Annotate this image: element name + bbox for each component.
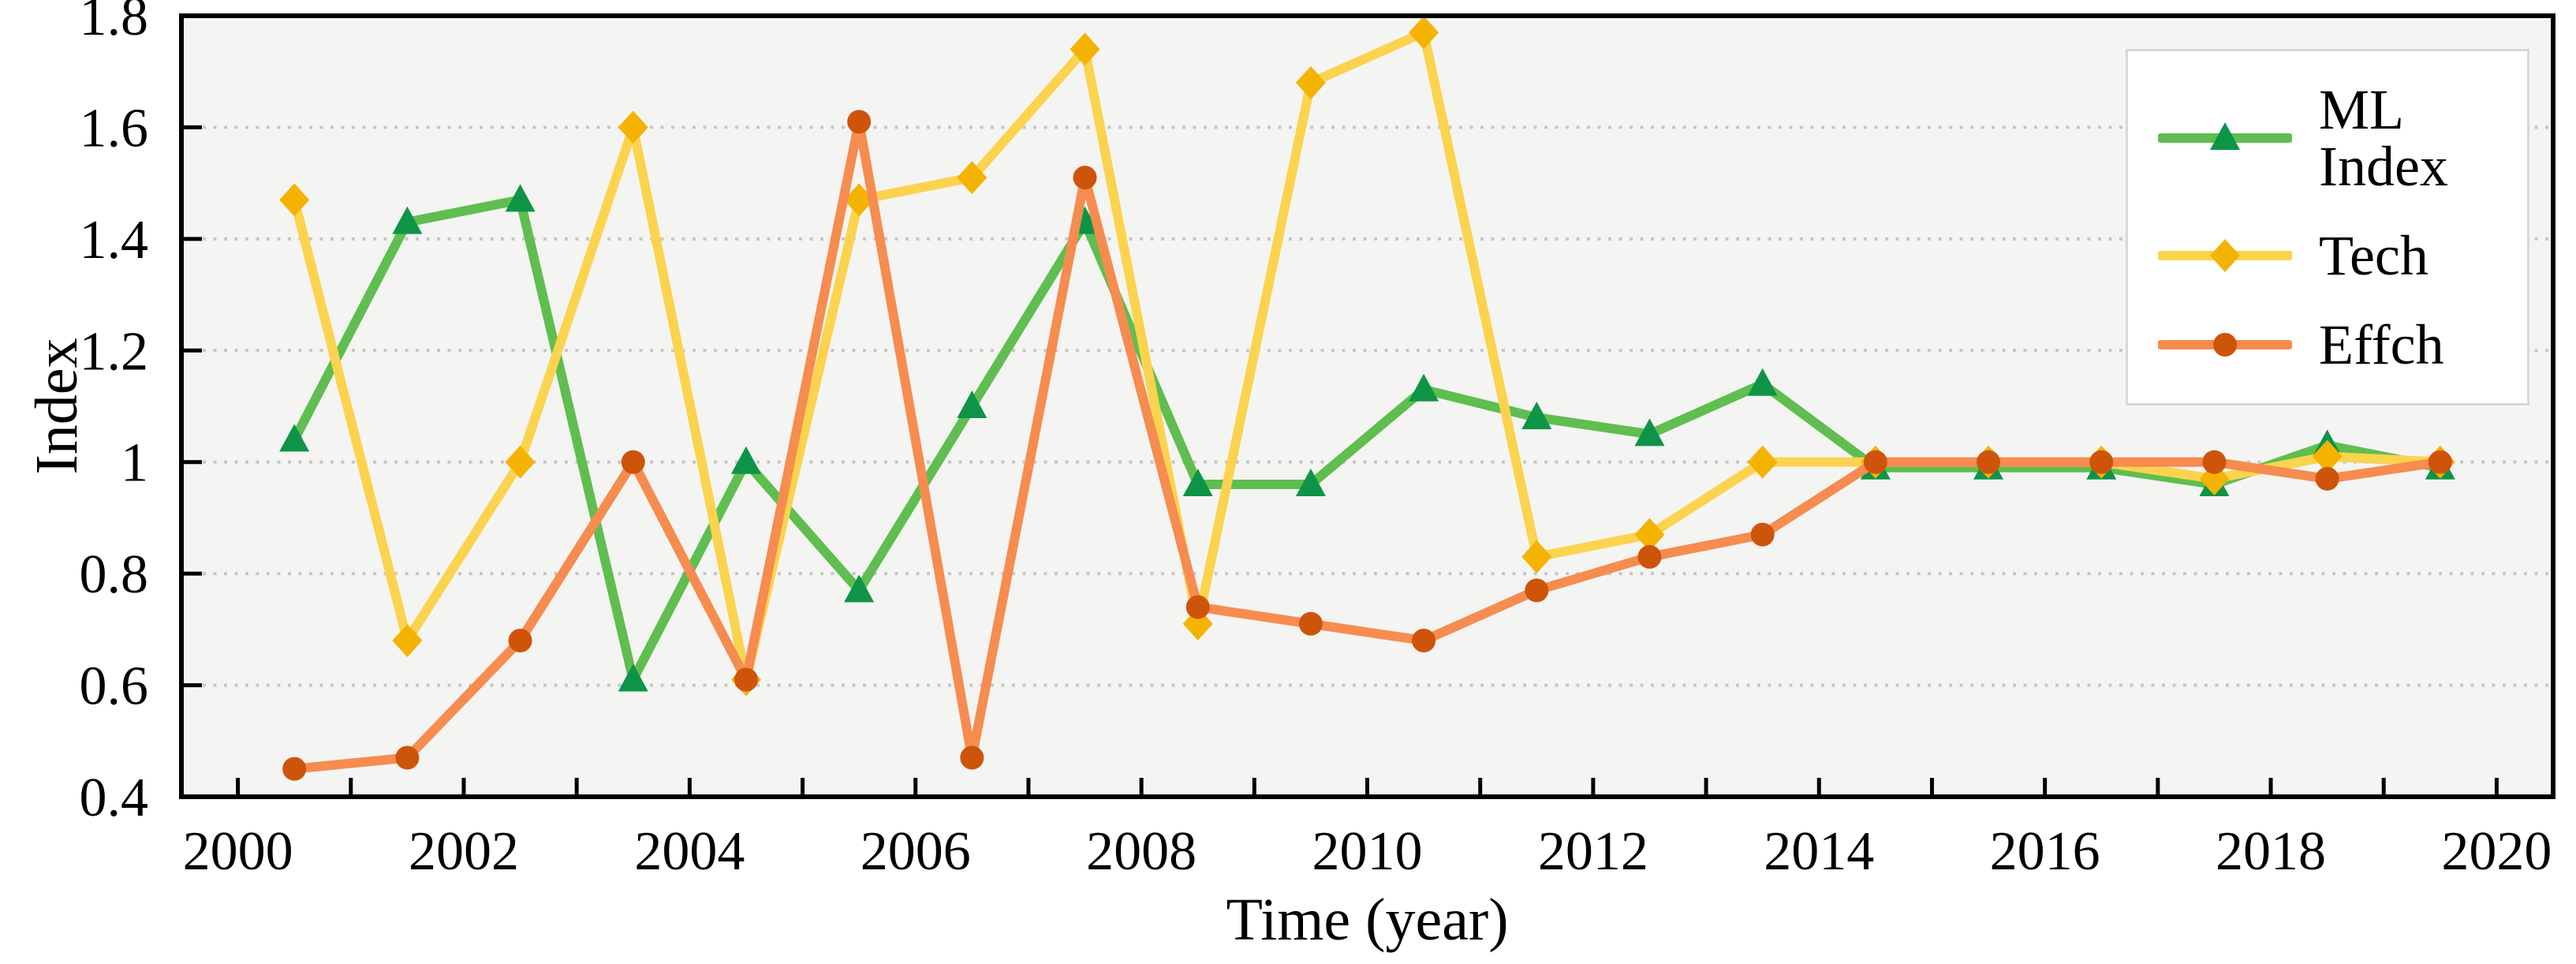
marker-tech-2011.5: [1521, 540, 1552, 574]
marker-ml-index-2009.5: [1295, 469, 1326, 496]
legend-swatch-effch: [2158, 332, 2292, 357]
x-tick-label-2002: 2002: [409, 821, 519, 882]
marker-effch-2016.5: [2089, 450, 2114, 474]
marker-effch-2017.5: [2202, 450, 2227, 474]
marker-tech-2012.5: [1634, 517, 1665, 551]
marker-effch-2019.5: [2428, 450, 2452, 474]
marker-effch-2004.5: [734, 667, 758, 692]
x-axis-ticks: 2000 2002 2004 2006 2008 2010 2012 2014 2016 2018…: [183, 778, 2552, 882]
marker-ml-index-2008.5: [1182, 469, 1213, 496]
y-tick-label-1: 1: [121, 433, 148, 494]
x-tick-label-2010: 2010: [1312, 821, 1423, 882]
marker-effch-2009.5: [1298, 611, 1323, 636]
marker-ml-index-2000.5: [279, 424, 310, 452]
y-tick-label-0.6: 0.6: [80, 656, 149, 717]
marker-tech-2006.5: [957, 161, 987, 195]
legend-marker-effch-icon: [2213, 332, 2237, 357]
legend-swatch-ml-index: [2158, 122, 2292, 151]
x-tick-label-2012: 2012: [1538, 821, 1648, 882]
marker-effch-2006.5: [960, 745, 984, 770]
marker-effch-2002.5: [508, 629, 532, 652]
marker-effch-2005.5: [847, 110, 872, 134]
legend-item-tech: Tech: [2158, 227, 2527, 284]
y-axis-ticks: 0.4 0.6 0.8 1 1.2 1.4 1.6 1.8: [80, 0, 202, 828]
x-tick-label-2000: 2000: [183, 821, 293, 882]
marker-tech-2003.5: [618, 110, 648, 144]
x-tick-label-2018: 2018: [2216, 821, 2326, 882]
x-tick-label-2004: 2004: [634, 821, 745, 882]
marker-effch-2003.5: [621, 450, 645, 474]
marker-ml-index-2006.5: [957, 390, 987, 418]
y-tick-label-1.6: 1.6: [80, 98, 149, 159]
marker-tech-2010.5: [1409, 16, 1439, 50]
marker-effch-2011.5: [1525, 578, 1549, 603]
marker-ml-index-2010.5: [1409, 373, 1439, 402]
marker-tech-2001.5: [392, 624, 423, 657]
legend-label-tech: Tech: [2319, 223, 2429, 287]
marker-ml-index-2013.5: [1747, 368, 1778, 396]
y-axis-title: Index: [24, 338, 90, 475]
series-line-ml-index: [289, 195, 2445, 685]
marker-effch-2012.5: [1637, 544, 1662, 569]
y-tick-label-0.4: 0.4: [80, 768, 149, 828]
marker-effch-2018.5: [2315, 466, 2339, 491]
marker-effch-2001.5: [395, 745, 420, 770]
x-tick-label-2008: 2008: [1086, 821, 1197, 882]
legend-marker-tech-icon: [2210, 238, 2240, 272]
x-tick-label-2020: 2020: [2441, 821, 2552, 882]
marker-ml-index-2004.5: [730, 446, 761, 474]
legend: ML Index Tech Effch: [2126, 49, 2529, 405]
y-tick-label-1.2: 1.2: [80, 321, 149, 382]
marker-tech-2013.5: [1747, 445, 1778, 479]
marker-ml-index-2012.5: [1634, 418, 1665, 447]
marker-effch-2015.5: [1977, 450, 2001, 474]
marker-tech-2009.5: [1295, 65, 1326, 99]
x-tick-label-2006: 2006: [861, 821, 971, 882]
legend-item-ml-index: ML Index: [2158, 81, 2527, 195]
axis-spines: [179, 13, 2555, 799]
y-tick-label-1.4: 1.4: [80, 210, 149, 271]
marker-ml-index-2005.5: [844, 574, 875, 603]
marker-ml-index-2003.5: [618, 663, 648, 692]
marker-ml-index-2002.5: [505, 184, 536, 212]
legend-marker-ml-index-icon: [2210, 122, 2240, 151]
legend-label-effch: Effch: [2319, 312, 2444, 376]
x-tick-label-2014: 2014: [1764, 821, 1874, 882]
series-effch: [282, 110, 2452, 781]
marker-ml-index-2001.5: [392, 206, 423, 234]
y-tick-label-1.8: 1.8: [80, 0, 149, 47]
gridlines: [181, 125, 2553, 687]
marker-tech-2002.5: [505, 445, 536, 479]
marker-effch-2013.5: [1750, 522, 1775, 547]
x-axis-title: Time (year): [1226, 887, 1509, 953]
marker-tech-2005.5: [844, 183, 875, 217]
series-ml-index: [279, 184, 2455, 692]
marker-effch-2010.5: [1412, 629, 1436, 652]
x-tick-label-2016: 2016: [1990, 821, 2100, 882]
marker-effch-2014.5: [1863, 450, 1887, 474]
y-tick-label-0.8: 0.8: [80, 544, 149, 605]
marker-tech-2007.5: [1070, 32, 1100, 66]
legend-label-ml-index: ML Index: [2319, 78, 2448, 199]
marker-ml-index-2011.5: [1521, 402, 1552, 430]
marker-effch-2008.5: [1185, 595, 1210, 619]
marker-tech-2000.5: [279, 183, 310, 217]
marker-tech-2018.5: [2312, 439, 2343, 473]
legend-swatch-tech: [2158, 238, 2292, 272]
marker-effch-2007.5: [1073, 166, 1097, 190]
series-line-effch: [289, 117, 2445, 774]
marker-effch-2000.5: [282, 757, 307, 781]
legend-item-effch: Effch: [2158, 316, 2527, 373]
